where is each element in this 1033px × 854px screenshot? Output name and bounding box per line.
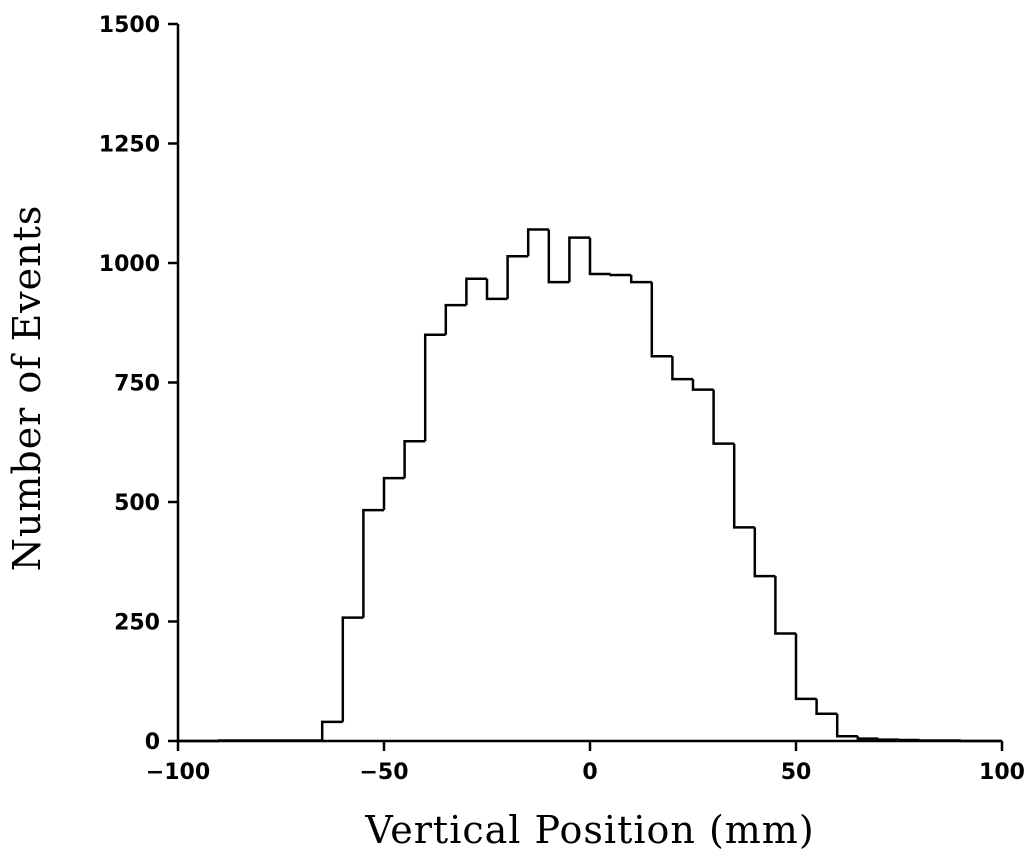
y-tick-label: 1000 [99,252,160,277]
histogram-bin [753,527,776,578]
histogram-bin [794,633,817,701]
x-axis-label: Vertical Position (mm) [364,808,814,852]
x-tick-label: −100 [146,760,210,785]
histogram-bin [465,277,487,306]
histogram-bin [320,720,343,741]
x-tick-label: 100 [979,760,1025,785]
histogram-bin [444,303,467,335]
y-axis-label: Number of Events [5,205,49,572]
histogram-bin [568,236,590,283]
histogram-bin [588,237,611,276]
y-tick-label: 1500 [99,13,160,38]
histogram-bin [774,576,796,635]
histogram-bin [815,698,838,716]
x-ticks: −100 −50 0 50 100 [146,741,1025,785]
histogram-bin [362,508,384,618]
histogram-bin [671,356,693,381]
x-tick-label: −50 [359,760,408,785]
histogram-bins [178,228,1002,743]
y-tick-label: 1250 [99,133,160,158]
histogram-bin [403,440,426,479]
histogram-bin [732,443,755,529]
x-tick-label: 50 [781,760,812,785]
histogram-bin [547,229,570,284]
y-ticks: 0 250 500 750 1000 1250 1500 [99,13,178,755]
histogram-bin [835,713,858,738]
y-tick-label: 500 [114,491,160,516]
histogram-bin [526,228,549,257]
histogram-bin [877,738,899,741]
histogram-bin [712,389,735,445]
histogram-bin [609,273,632,277]
histogram-bin [341,616,364,722]
histogram-bin [423,333,446,442]
histogram-bin [485,278,508,301]
histogram-bin [629,274,652,284]
y-tick-label: 750 [114,372,160,397]
histogram-bin [691,379,714,391]
x-tick-label: 0 [582,760,597,785]
histogram-bin [650,282,673,358]
axes: 0 250 500 750 1000 1250 1500 −100 −50 0 50 100 [99,13,1025,785]
y-tick-label: 250 [114,611,160,636]
histogram-bin [856,736,879,740]
histogram-bin [506,255,529,299]
y-tick-label: 0 [145,730,160,755]
histogram-bin [382,476,405,511]
